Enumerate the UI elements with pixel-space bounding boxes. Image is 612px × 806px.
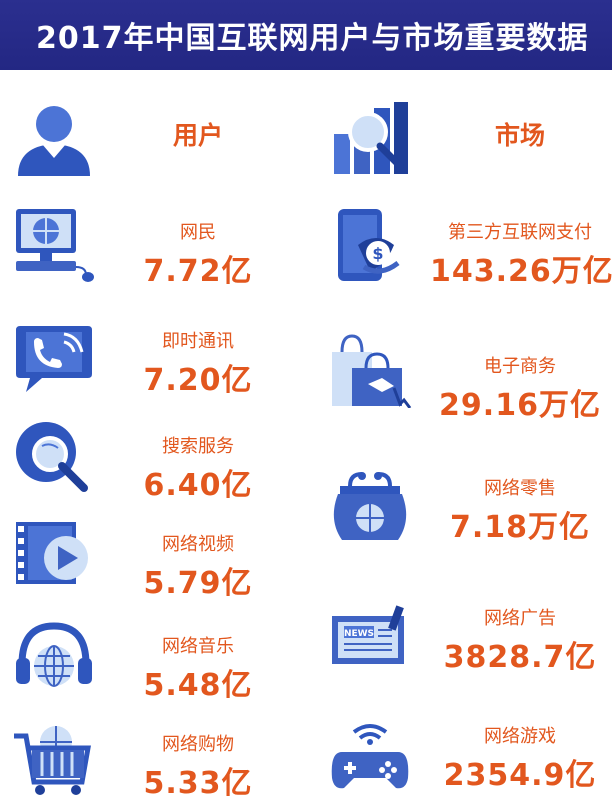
page-title: 2017年中国互联网用户与市场重要数据 (36, 21, 589, 56)
svg-text:$: $ (372, 244, 383, 263)
users-item-label: 网络视频 (162, 534, 234, 555)
users-item-label: 即时通讯 (162, 331, 234, 352)
headphones-globe-icon (12, 618, 96, 696)
market-item-label: 网络游戏 (484, 726, 556, 747)
bar-chart-search-icon (328, 98, 412, 176)
users-item-value: 7.20亿 (143, 363, 253, 398)
market-item-label: 第三方互联网支付 (448, 222, 592, 243)
purse-globe-icon (328, 470, 412, 548)
market-item-label: 网络零售 (484, 478, 556, 499)
market-item-label: 电子商务 (484, 356, 556, 377)
market-item-value: 3828.7亿 (443, 640, 597, 675)
users-item-label: 网民 (180, 222, 216, 243)
market-item-value: 29.16万亿 (439, 388, 601, 423)
shopping-bags-icon (328, 330, 412, 408)
users-item-label: 网络音乐 (162, 636, 234, 657)
computer-globe-icon (12, 205, 96, 283)
market-item-value: 7.18万亿 (449, 510, 591, 545)
users-item-label: 网络购物 (162, 734, 234, 755)
users-item-value: 5.79亿 (143, 566, 253, 601)
users-item-value: 6.40亿 (143, 468, 253, 503)
user-avatar-icon (12, 98, 96, 176)
video-play-icon (12, 514, 96, 592)
shopping-cart-icon (12, 720, 96, 798)
market-item-label: 网络广告 (484, 608, 556, 629)
phone-chat-icon (12, 318, 96, 396)
users-item-value: 7.72亿 (143, 254, 253, 289)
users-item-label: 搜索服务 (162, 436, 234, 457)
market-item-value: 143.26万亿 (430, 254, 612, 289)
news-ad-icon: NEWS (328, 600, 412, 678)
market-heading: 市场 (494, 121, 545, 150)
game-controller-icon (328, 718, 412, 796)
market-item-value: 2354.9亿 (443, 758, 597, 793)
users-heading: 用户 (172, 121, 223, 150)
globe-search-icon (12, 418, 96, 496)
users-item-value: 5.48亿 (143, 668, 253, 703)
header-banner: 2017年中国互联网用户与市场重要数据 (0, 0, 612, 70)
svg-text:NEWS: NEWS (344, 629, 374, 639)
users-item-value: 5.33亿 (143, 766, 253, 801)
mobile-payment-icon: $ (328, 205, 412, 283)
